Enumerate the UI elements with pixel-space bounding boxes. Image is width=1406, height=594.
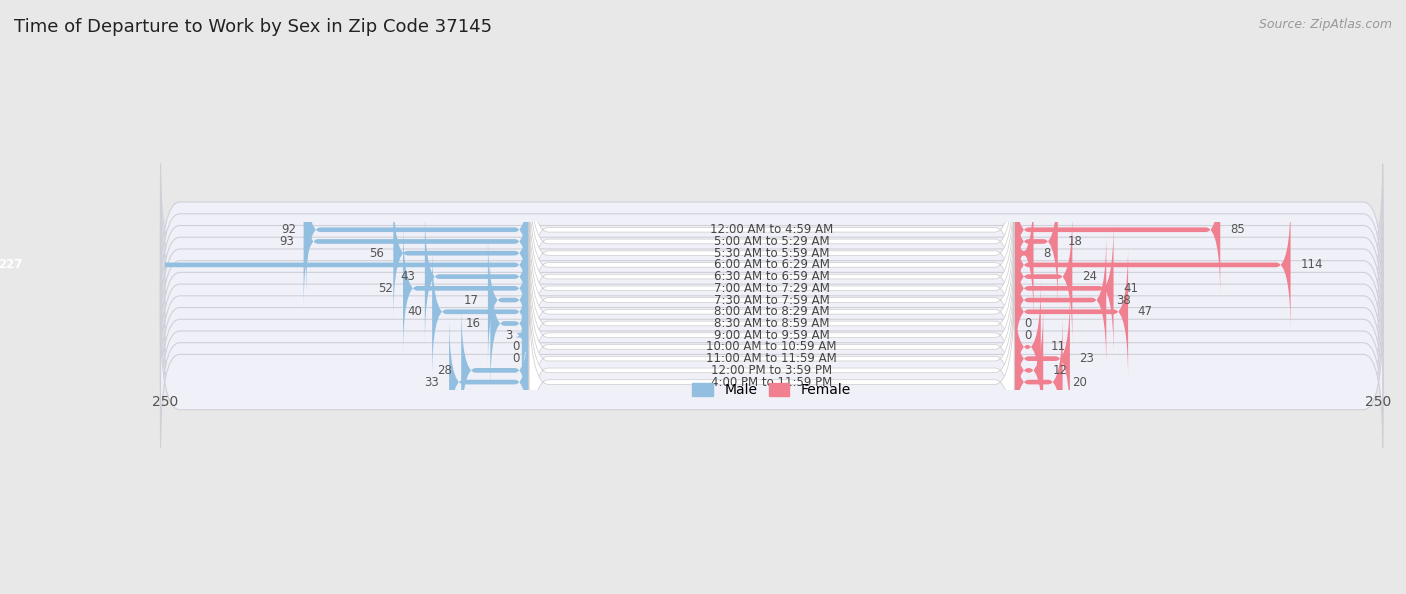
FancyBboxPatch shape bbox=[160, 269, 1382, 402]
FancyBboxPatch shape bbox=[449, 314, 529, 450]
FancyBboxPatch shape bbox=[488, 232, 529, 368]
Text: 12:00 PM to 3:59 PM: 12:00 PM to 3:59 PM bbox=[711, 364, 832, 377]
Text: 12:00 AM to 4:59 AM: 12:00 AM to 4:59 AM bbox=[710, 223, 834, 236]
FancyBboxPatch shape bbox=[160, 234, 1382, 366]
Text: 7:00 AM to 7:29 AM: 7:00 AM to 7:29 AM bbox=[714, 282, 830, 295]
FancyBboxPatch shape bbox=[160, 222, 1382, 355]
FancyBboxPatch shape bbox=[1014, 232, 1107, 368]
FancyBboxPatch shape bbox=[529, 197, 1014, 380]
FancyBboxPatch shape bbox=[1014, 279, 1040, 415]
FancyBboxPatch shape bbox=[515, 267, 537, 403]
Text: 11: 11 bbox=[1050, 340, 1066, 353]
FancyBboxPatch shape bbox=[529, 290, 1014, 473]
Text: 10:00 AM to 10:59 AM: 10:00 AM to 10:59 AM bbox=[706, 340, 837, 353]
Text: 11:00 AM to 11:59 AM: 11:00 AM to 11:59 AM bbox=[706, 352, 837, 365]
FancyBboxPatch shape bbox=[160, 246, 1382, 378]
Text: 0: 0 bbox=[512, 340, 519, 353]
FancyBboxPatch shape bbox=[160, 175, 1382, 308]
FancyBboxPatch shape bbox=[160, 281, 1382, 413]
Text: 56: 56 bbox=[368, 247, 384, 260]
FancyBboxPatch shape bbox=[461, 302, 529, 438]
FancyBboxPatch shape bbox=[307, 162, 529, 298]
Text: 93: 93 bbox=[278, 235, 294, 248]
FancyBboxPatch shape bbox=[160, 257, 1382, 390]
FancyBboxPatch shape bbox=[160, 199, 1382, 331]
Text: 52: 52 bbox=[378, 282, 394, 295]
Text: 8:30 AM to 8:59 AM: 8:30 AM to 8:59 AM bbox=[714, 317, 830, 330]
Text: 20: 20 bbox=[1073, 375, 1087, 388]
FancyBboxPatch shape bbox=[529, 138, 1014, 321]
Text: 3: 3 bbox=[505, 328, 512, 342]
FancyBboxPatch shape bbox=[160, 210, 1382, 343]
Text: 41: 41 bbox=[1123, 282, 1139, 295]
Text: 43: 43 bbox=[401, 270, 415, 283]
FancyBboxPatch shape bbox=[304, 173, 529, 309]
FancyBboxPatch shape bbox=[1014, 173, 1057, 309]
FancyBboxPatch shape bbox=[432, 244, 529, 380]
Text: 18: 18 bbox=[1067, 235, 1083, 248]
Text: 28: 28 bbox=[437, 364, 451, 377]
Text: 33: 33 bbox=[425, 375, 440, 388]
FancyBboxPatch shape bbox=[1014, 290, 1070, 426]
Text: 92: 92 bbox=[281, 223, 297, 236]
FancyBboxPatch shape bbox=[1014, 185, 1033, 321]
FancyBboxPatch shape bbox=[529, 232, 1014, 415]
Text: 40: 40 bbox=[408, 305, 422, 318]
Text: 227: 227 bbox=[0, 258, 22, 271]
Text: 0: 0 bbox=[1024, 328, 1031, 342]
FancyBboxPatch shape bbox=[529, 150, 1014, 333]
FancyBboxPatch shape bbox=[529, 173, 1014, 356]
FancyBboxPatch shape bbox=[529, 267, 1014, 450]
Text: 7:30 AM to 7:59 AM: 7:30 AM to 7:59 AM bbox=[714, 293, 830, 307]
FancyBboxPatch shape bbox=[529, 255, 1014, 438]
FancyBboxPatch shape bbox=[160, 164, 1382, 296]
FancyBboxPatch shape bbox=[404, 220, 529, 356]
Text: 6:30 AM to 6:59 AM: 6:30 AM to 6:59 AM bbox=[714, 270, 830, 283]
Text: Time of Departure to Work by Sex in Zip Code 37145: Time of Departure to Work by Sex in Zip … bbox=[14, 18, 492, 36]
Text: 5:00 AM to 5:29 AM: 5:00 AM to 5:29 AM bbox=[714, 235, 830, 248]
Text: 24: 24 bbox=[1083, 270, 1097, 283]
FancyBboxPatch shape bbox=[529, 279, 1014, 462]
Text: 4:00 PM to 11:59 PM: 4:00 PM to 11:59 PM bbox=[711, 375, 832, 388]
Text: Source: ZipAtlas.com: Source: ZipAtlas.com bbox=[1258, 18, 1392, 31]
Text: 9:00 AM to 9:59 AM: 9:00 AM to 9:59 AM bbox=[714, 328, 830, 342]
FancyBboxPatch shape bbox=[1014, 314, 1063, 450]
Text: 12: 12 bbox=[1053, 364, 1069, 377]
Text: 8:00 AM to 8:29 AM: 8:00 AM to 8:29 AM bbox=[714, 305, 830, 318]
FancyBboxPatch shape bbox=[0, 197, 529, 333]
FancyBboxPatch shape bbox=[529, 220, 1014, 403]
Legend: Male, Female: Male, Female bbox=[688, 378, 856, 403]
Text: 114: 114 bbox=[1301, 258, 1323, 271]
Text: 17: 17 bbox=[463, 293, 478, 307]
FancyBboxPatch shape bbox=[160, 304, 1382, 437]
FancyBboxPatch shape bbox=[1014, 244, 1128, 380]
FancyBboxPatch shape bbox=[1014, 162, 1220, 298]
Text: 6:00 AM to 6:29 AM: 6:00 AM to 6:29 AM bbox=[714, 258, 830, 271]
FancyBboxPatch shape bbox=[529, 185, 1014, 368]
Text: 47: 47 bbox=[1137, 305, 1153, 318]
FancyBboxPatch shape bbox=[491, 255, 529, 391]
Text: 38: 38 bbox=[1116, 293, 1130, 307]
Text: 16: 16 bbox=[465, 317, 481, 330]
FancyBboxPatch shape bbox=[1014, 302, 1043, 438]
FancyBboxPatch shape bbox=[1014, 197, 1291, 333]
FancyBboxPatch shape bbox=[529, 208, 1014, 391]
Text: 23: 23 bbox=[1080, 352, 1094, 365]
FancyBboxPatch shape bbox=[160, 293, 1382, 425]
FancyBboxPatch shape bbox=[160, 187, 1382, 319]
FancyBboxPatch shape bbox=[160, 316, 1382, 448]
FancyBboxPatch shape bbox=[425, 208, 529, 345]
FancyBboxPatch shape bbox=[1014, 208, 1073, 345]
Text: 85: 85 bbox=[1230, 223, 1244, 236]
Text: 0: 0 bbox=[512, 352, 519, 365]
Text: 5:30 AM to 5:59 AM: 5:30 AM to 5:59 AM bbox=[714, 247, 830, 260]
FancyBboxPatch shape bbox=[1014, 220, 1114, 356]
FancyBboxPatch shape bbox=[529, 244, 1014, 426]
Text: 8: 8 bbox=[1043, 247, 1050, 260]
FancyBboxPatch shape bbox=[529, 162, 1014, 345]
Text: 0: 0 bbox=[1024, 317, 1031, 330]
FancyBboxPatch shape bbox=[394, 185, 529, 321]
